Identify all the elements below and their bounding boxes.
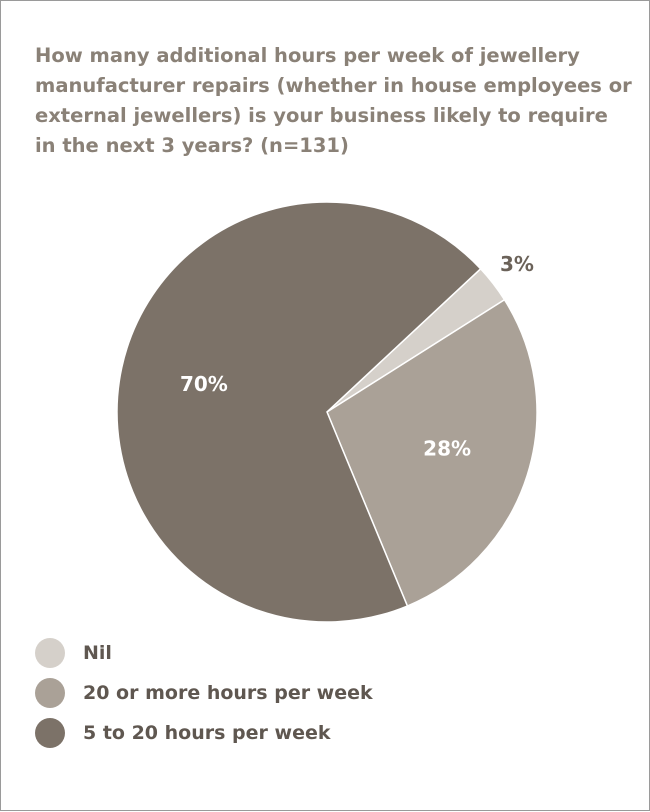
pie-label-20-plus: 28% [423, 437, 471, 461]
legend-item-5-to-20: 5 to 20 hours per week [35, 713, 373, 753]
legend-item-nil: Nil [35, 633, 373, 673]
pie-label-nil: 3% [500, 252, 534, 276]
legend-label-20-plus: 20 or more hours per week [83, 682, 373, 704]
legend-label-5-to-20: 5 to 20 hours per week [83, 722, 331, 744]
chart-title: How many additional hours per week of je… [35, 44, 632, 157]
pie-label-5-to-20: 70% [180, 372, 228, 396]
legend-label-nil: Nil [83, 642, 112, 664]
legend-swatch-nil [35, 638, 65, 668]
pie-slice-20-plus [326, 298, 538, 607]
legend: Nil 20 or more hours per week 5 to 20 ho… [35, 633, 373, 753]
pie-slice-5-to-20 [116, 201, 482, 623]
legend-swatch-5-to-20 [35, 718, 65, 748]
legend-item-20-plus: 20 or more hours per week [35, 673, 373, 713]
legend-swatch-20-plus [35, 678, 65, 708]
